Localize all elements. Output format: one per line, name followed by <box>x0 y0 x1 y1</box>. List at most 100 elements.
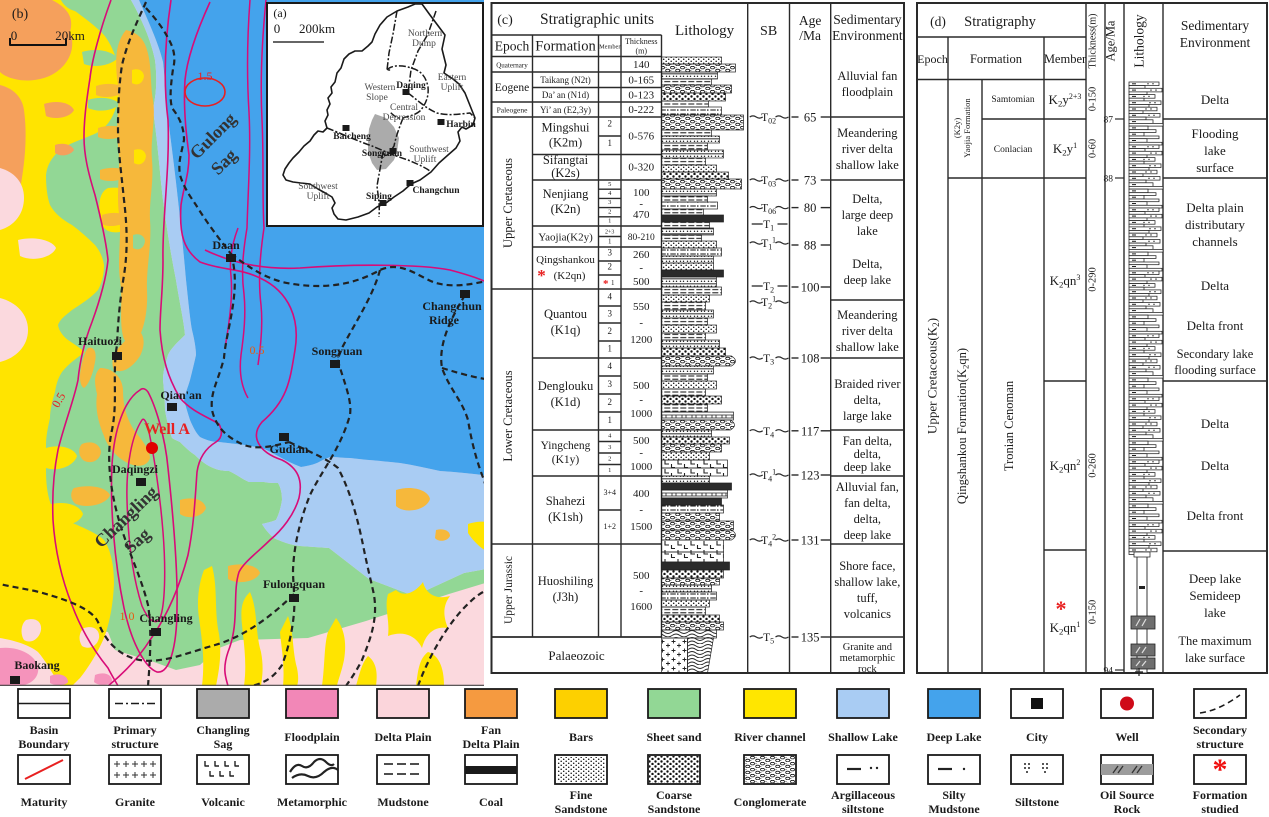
svg-text:2+3: 2+3 <box>605 230 614 236</box>
svg-text:T3: T3 <box>763 353 774 367</box>
svg-text:1200: 1200 <box>630 334 653 346</box>
svg-text:T2: T2 <box>763 281 774 295</box>
svg-text:3: 3 <box>608 379 613 389</box>
svg-text:0: 0 <box>274 21 281 36</box>
svg-text:4: 4 <box>608 361 613 371</box>
svg-text:87: 87 <box>1104 116 1114 126</box>
svg-text:65: 65 <box>804 111 817 125</box>
svg-text:(K2n): (K2n) <box>551 202 581 216</box>
svg-text:Meandering: Meandering <box>837 126 898 140</box>
svg-text:Central: Central <box>390 103 418 113</box>
svg-text:large lake: large lake <box>843 409 892 423</box>
svg-text:1: 1 <box>608 138 613 148</box>
svg-text:Depression: Depression <box>383 113 426 123</box>
svg-text:T5: T5 <box>763 632 774 646</box>
svg-text:0-165: 0-165 <box>628 75 654 87</box>
svg-text:Changling: Changling <box>196 723 249 737</box>
svg-text:K2qn1: K2qn1 <box>1050 620 1081 637</box>
svg-text:volcanics: volcanics <box>844 607 891 621</box>
svg-text:Upper Cretaceous(K2): Upper Cretaceous(K2) <box>925 318 942 434</box>
svg-text:0-290: 0-290 <box>1088 267 1099 292</box>
svg-text:Flooding: Flooding <box>1192 126 1239 141</box>
svg-text:Deep lake: Deep lake <box>1189 571 1242 586</box>
svg-text:large deep: large deep <box>842 208 893 222</box>
svg-text:100: 100 <box>633 187 650 199</box>
svg-text:Daan: Daan <box>212 238 240 252</box>
svg-text:73: 73 <box>804 174 817 188</box>
svg-text:(c): (c) <box>497 13 513 28</box>
svg-text:Member: Member <box>1044 52 1087 66</box>
svg-text:Well: Well <box>1115 730 1139 744</box>
svg-text:Stratigraphic units: Stratigraphic units <box>540 11 654 28</box>
svg-text:lake: lake <box>1204 605 1226 620</box>
svg-text:135: 135 <box>801 631 820 645</box>
svg-text:Changchun: Changchun <box>413 186 461 196</box>
svg-text:lake: lake <box>857 224 878 238</box>
svg-text:-: - <box>639 585 643 597</box>
svg-text:2: 2 <box>608 456 611 463</box>
svg-text:500: 500 <box>633 380 650 392</box>
svg-text:delta,: delta, <box>854 512 881 526</box>
svg-text:Huoshiling: Huoshiling <box>538 574 594 588</box>
svg-text:floodplain: floodplain <box>842 85 894 99</box>
svg-text:88: 88 <box>804 239 817 253</box>
svg-text:Samtomian: Samtomian <box>991 95 1035 105</box>
svg-text:(K2y): (K2y) <box>952 118 962 138</box>
svg-text:1: 1 <box>608 415 613 425</box>
svg-text:Floodplain: Floodplain <box>284 730 340 744</box>
svg-text:Secondary: Secondary <box>1193 723 1247 737</box>
svg-text:Quaternary: Quaternary <box>496 62 528 70</box>
svg-text:(d): (d) <box>930 14 946 29</box>
svg-text:2: 2 <box>608 397 613 407</box>
svg-text:shallow lake,: shallow lake, <box>834 575 900 589</box>
svg-text:flooding surface: flooding surface <box>1174 363 1256 377</box>
svg-text:Delta front: Delta front <box>1187 508 1244 523</box>
svg-text:deep lake: deep lake <box>844 528 892 542</box>
svg-text:Sag: Sag <box>214 737 233 751</box>
svg-text:Yaojia(K2y): Yaojia(K2y) <box>538 232 593 244</box>
svg-text:*: * <box>537 266 546 285</box>
svg-text:structure: structure <box>111 737 159 751</box>
svg-text:1: 1 <box>608 238 612 246</box>
svg-text:Nenjiang: Nenjiang <box>543 187 590 201</box>
svg-text:Environment: Environment <box>832 28 903 43</box>
svg-text:3+4: 3+4 <box>603 488 616 497</box>
svg-text:5: 5 <box>608 181 611 188</box>
svg-text:-: - <box>639 447 643 459</box>
svg-text:Meandering: Meandering <box>837 308 898 322</box>
svg-text:550: 550 <box>633 301 650 313</box>
svg-text:Bars: Bars <box>569 730 593 744</box>
svg-text:Sandstone: Sandstone <box>648 802 701 816</box>
svg-text:Paleogene: Paleogene <box>497 106 528 115</box>
svg-text:-: - <box>639 198 643 210</box>
svg-text:Western: Western <box>365 83 396 93</box>
svg-text:Shallow Lake: Shallow Lake <box>828 730 898 744</box>
svg-text:Argillaceous: Argillaceous <box>831 788 895 802</box>
svg-text:Age/Ma: Age/Ma <box>1104 20 1118 61</box>
svg-text:Boundary: Boundary <box>18 737 69 751</box>
svg-text:4: 4 <box>608 433 612 440</box>
svg-text:Volcanic: Volcanic <box>201 795 245 809</box>
svg-text:0.5: 0.5 <box>250 343 265 357</box>
svg-text:3: 3 <box>608 199 611 206</box>
svg-text:(K1sh): (K1sh) <box>548 510 583 524</box>
svg-text:metamorphic: metamorphic <box>840 653 896 664</box>
svg-text:delta,: delta, <box>854 393 881 407</box>
svg-text:Upper Cretaceous: Upper Cretaceous <box>501 158 515 248</box>
svg-text:tuff,: tuff, <box>857 591 878 605</box>
svg-text:Delta: Delta <box>1201 458 1229 473</box>
svg-text:Mudstone: Mudstone <box>928 802 980 816</box>
svg-text:Ridge: Ridge <box>429 313 460 327</box>
svg-text:Southwest: Southwest <box>409 145 449 155</box>
svg-text:*: * <box>1213 753 1228 786</box>
svg-text:lake surface: lake surface <box>1185 651 1245 665</box>
svg-text:Rock: Rock <box>1114 802 1141 816</box>
svg-text:(m): (m) <box>635 47 647 56</box>
svg-text:fan delta,: fan delta, <box>844 496 891 510</box>
svg-text:surface: surface <box>1196 160 1234 175</box>
svg-text:T4: T4 <box>763 426 774 440</box>
svg-text:Delta Plain: Delta Plain <box>375 730 432 744</box>
svg-text:Alluvial fan: Alluvial fan <box>837 69 898 83</box>
svg-text:Deep Lake: Deep Lake <box>927 730 983 744</box>
svg-text:*: * <box>1056 596 1067 621</box>
